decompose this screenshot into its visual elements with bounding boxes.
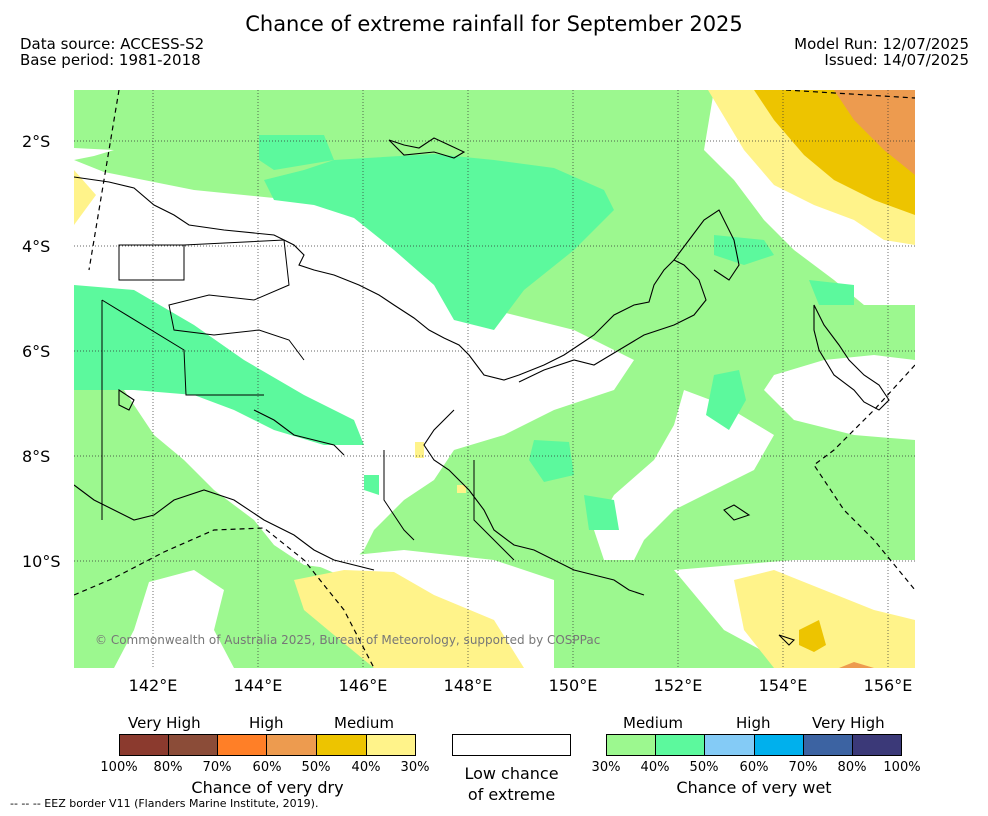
legend-wet-pct: 60% bbox=[739, 760, 769, 775]
legend-dry-pct: 100% bbox=[100, 760, 138, 775]
legend-wet-medium: Medium bbox=[623, 714, 683, 732]
medium-wet-zone bbox=[259, 135, 334, 170]
lat-tick-4s: 4°S bbox=[22, 237, 51, 256]
metadata-right: Model Run: 12/07/2025 Issued: 14/07/2025 bbox=[794, 36, 969, 68]
legend-wet-pct: 80% bbox=[837, 760, 867, 775]
legend-wet-swatch bbox=[655, 734, 705, 756]
legend-dry-swatch bbox=[266, 734, 317, 756]
lon-tick-144e: 144°E bbox=[233, 676, 283, 695]
legend-dry-pct: 60% bbox=[252, 760, 282, 775]
low-chance-zone bbox=[114, 570, 234, 668]
legend-dry-swatch bbox=[119, 734, 169, 756]
legend-dry-caption: Chance of very dry bbox=[191, 778, 344, 797]
legend-wet-caption: Chance of very wet bbox=[676, 778, 832, 797]
legend-dry-high: High bbox=[249, 714, 284, 732]
model-run-label: Model Run: 12/07/2025 bbox=[794, 35, 969, 53]
legend-dry-pct: 70% bbox=[202, 760, 232, 775]
dry-30pct-zone bbox=[294, 570, 524, 668]
medium-wet-zone bbox=[364, 475, 379, 495]
dry-50pct-zone bbox=[834, 90, 915, 175]
lon-tick-150e: 150°E bbox=[548, 676, 598, 695]
base-period-label: Base period: 1981-2018 bbox=[20, 51, 201, 69]
legend-dry-swatch bbox=[366, 734, 416, 756]
legend-wet-pct: 30% bbox=[591, 760, 621, 775]
data-source-label: Data source: ACCESS-S2 bbox=[20, 35, 205, 53]
eez-border-note: -- -- -- EEZ border V11 (Flanders Marine… bbox=[10, 797, 319, 810]
legend-wet-very-high: Very High bbox=[812, 714, 885, 732]
low-chance-zone bbox=[74, 148, 114, 160]
medium-wet-zone bbox=[584, 495, 619, 530]
legend-dry-very-high: Very High bbox=[128, 714, 201, 732]
legend-wet-pct: 100% bbox=[883, 760, 921, 775]
lon-tick-146e: 146°E bbox=[338, 676, 388, 695]
legend-dry-swatch bbox=[217, 734, 267, 756]
dry-30pct-zone bbox=[415, 442, 424, 458]
low-chance-zone bbox=[74, 160, 634, 570]
legend-wet-swatch bbox=[704, 734, 755, 756]
low-chance-zone bbox=[764, 355, 915, 440]
lon-tick-154e: 154°E bbox=[758, 676, 808, 695]
dry-30pct-zone bbox=[457, 485, 466, 493]
legend-dry-pct: 80% bbox=[153, 760, 183, 775]
medium-wet-zone bbox=[264, 154, 614, 330]
legend-dry-pct: 30% bbox=[400, 760, 430, 775]
legend-wet-high: High bbox=[736, 714, 771, 732]
legend-wet-pct: 40% bbox=[640, 760, 670, 775]
legend-dry-pct: 40% bbox=[351, 760, 381, 775]
legend-wet-pct: 70% bbox=[788, 760, 818, 775]
dry-30pct-zone bbox=[734, 570, 915, 668]
dry-30pct-zone bbox=[74, 170, 96, 225]
lon-tick-142e: 142°E bbox=[128, 676, 178, 695]
lon-tick-152e: 152°E bbox=[653, 676, 703, 695]
medium-wet-zone bbox=[706, 370, 746, 430]
legend-dry-swatch bbox=[168, 734, 218, 756]
medium-wet-zone bbox=[74, 285, 364, 445]
legend-dry-swatch bbox=[316, 734, 367, 756]
legend-wet-swatch bbox=[852, 734, 902, 756]
copyright-notice: © Commonwealth of Australia 2025, Bureau… bbox=[95, 633, 601, 647]
graticule bbox=[74, 90, 915, 668]
lat-tick-2s: 2°S bbox=[22, 132, 51, 151]
lon-tick-156e: 156°E bbox=[863, 676, 913, 695]
legend-neutral-caption-2: of extreme bbox=[467, 785, 556, 804]
legend-dry-medium: Medium bbox=[334, 714, 394, 732]
medium-wet-zone bbox=[714, 235, 774, 265]
dry-50pct-zone bbox=[839, 662, 874, 668]
legend-dry-pct: 50% bbox=[301, 760, 331, 775]
lat-tick-6s: 6°S bbox=[22, 342, 51, 361]
lat-tick-8s: 8°S bbox=[22, 447, 51, 466]
legend-neutral-swatch bbox=[452, 734, 571, 756]
dry-40pct-zone bbox=[799, 620, 826, 652]
medium-wet-zone bbox=[809, 280, 854, 305]
rainfall-map bbox=[74, 90, 915, 668]
map-title: Chance of extreme rainfall for September… bbox=[245, 12, 743, 36]
legend-wet-pct: 50% bbox=[689, 760, 719, 775]
legend-neutral-caption-1: Low chance bbox=[464, 764, 559, 783]
medium-wet-zone bbox=[529, 440, 574, 482]
legend-wet-swatch bbox=[606, 734, 656, 756]
border-line bbox=[101, 239, 515, 561]
eez-border bbox=[74, 90, 915, 668]
metadata-left: Data source: ACCESS-S2 Base period: 1981… bbox=[20, 36, 204, 68]
legend-wet-swatch bbox=[754, 734, 804, 756]
issued-label: Issued: 14/07/2025 bbox=[824, 51, 969, 69]
low-chance-zone bbox=[594, 390, 774, 560]
lat-tick-10s: 10°S bbox=[22, 552, 61, 571]
legend-wet-swatch bbox=[803, 734, 853, 756]
lon-tick-148e: 148°E bbox=[443, 676, 493, 695]
